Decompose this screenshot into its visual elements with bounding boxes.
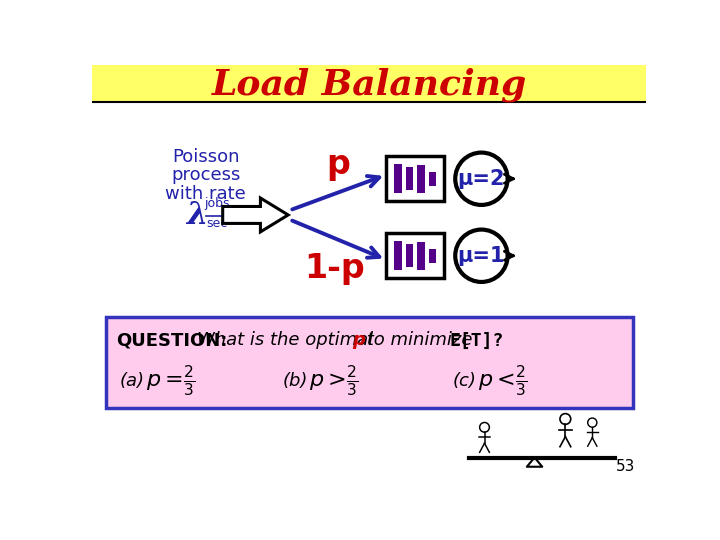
Text: with rate: with rate [166,185,246,203]
Text: $p = \!\frac{2}{3}$: $p = \!\frac{2}{3}$ [145,363,196,398]
FancyBboxPatch shape [106,318,633,408]
Bar [428,249,436,262]
Text: p: p [352,332,365,349]
Text: 53: 53 [616,460,636,475]
Text: process: process [171,166,240,185]
Polygon shape [222,198,288,232]
Text: Poisson: Poisson [172,148,240,166]
Text: μ=1: μ=1 [458,246,505,266]
Bar [417,242,425,269]
Text: (a): (a) [120,372,145,389]
Bar [92,65,647,102]
Text: $p < \!\frac{2}{3}$: $p < \!\frac{2}{3}$ [478,363,528,398]
Text: to minimize: to minimize [361,332,479,349]
Bar [394,241,402,271]
Text: (b): (b) [283,372,308,389]
Bar [417,165,425,193]
Text: (c): (c) [452,372,476,389]
Text: What is the optimal: What is the optimal [197,332,379,349]
Circle shape [560,414,571,424]
Bar [387,233,444,278]
Circle shape [588,418,597,427]
Circle shape [480,422,490,432]
Text: sec: sec [206,217,228,230]
Bar [387,157,444,201]
Text: QUESTION:: QUESTION: [117,332,228,349]
Text: μ=2: μ=2 [458,169,505,189]
Text: E[T]?: E[T]? [449,332,503,349]
Circle shape [455,230,508,282]
Bar [428,172,436,186]
Circle shape [455,153,508,205]
Bar [405,167,413,190]
Bar [394,164,402,193]
Text: 1-p: 1-p [304,252,365,285]
Bar [405,244,413,267]
Text: Load Balancing: Load Balancing [212,68,526,102]
Text: p: p [326,148,350,181]
Text: jobs: jobs [204,197,229,210]
Text: λ: λ [186,200,207,231]
Text: $p > \!\frac{2}{3}$: $p > \!\frac{2}{3}$ [309,363,359,398]
